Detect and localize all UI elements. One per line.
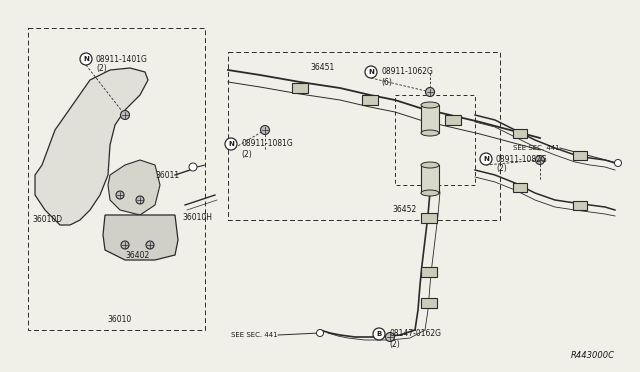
- FancyBboxPatch shape: [362, 95, 378, 105]
- FancyBboxPatch shape: [421, 298, 437, 308]
- FancyBboxPatch shape: [292, 83, 308, 93]
- Circle shape: [426, 87, 435, 96]
- Circle shape: [260, 125, 269, 135]
- Bar: [421, 165, 439, 193]
- Text: 36010D: 36010D: [32, 215, 62, 224]
- Circle shape: [536, 155, 545, 164]
- Polygon shape: [108, 160, 160, 215]
- Text: (2): (2): [96, 64, 107, 74]
- Circle shape: [120, 110, 129, 119]
- Text: 08911-1082G: 08911-1082G: [496, 154, 548, 164]
- Circle shape: [116, 191, 124, 199]
- Bar: [421, 105, 439, 133]
- Circle shape: [373, 328, 385, 340]
- Ellipse shape: [421, 190, 439, 196]
- Circle shape: [385, 333, 394, 341]
- Ellipse shape: [421, 130, 439, 136]
- Circle shape: [121, 241, 129, 249]
- Text: (2): (2): [241, 150, 252, 158]
- Circle shape: [136, 196, 144, 204]
- Text: 08911-1062G: 08911-1062G: [381, 67, 433, 77]
- FancyBboxPatch shape: [421, 267, 437, 277]
- Polygon shape: [103, 215, 178, 260]
- Text: 36010: 36010: [108, 315, 132, 324]
- Text: 36011: 36011: [155, 170, 179, 180]
- Circle shape: [317, 330, 323, 337]
- Text: SEE SEC. 441: SEE SEC. 441: [513, 145, 560, 151]
- Ellipse shape: [421, 162, 439, 168]
- Circle shape: [480, 153, 492, 165]
- Circle shape: [365, 66, 377, 78]
- Text: 08911-1401G: 08911-1401G: [96, 55, 148, 64]
- Text: (2): (2): [389, 340, 400, 349]
- Text: (6): (6): [381, 77, 392, 87]
- Text: B: B: [376, 331, 381, 337]
- FancyBboxPatch shape: [445, 115, 461, 125]
- FancyBboxPatch shape: [573, 201, 587, 210]
- Text: N: N: [368, 69, 374, 75]
- Text: SEE SEC. 441: SEE SEC. 441: [232, 332, 278, 338]
- Text: 36402: 36402: [125, 250, 149, 260]
- Circle shape: [189, 163, 197, 171]
- FancyBboxPatch shape: [513, 129, 527, 138]
- Polygon shape: [35, 68, 148, 225]
- Text: 36452: 36452: [392, 205, 416, 215]
- Text: 36451: 36451: [310, 64, 334, 73]
- Text: N: N: [228, 141, 234, 147]
- Circle shape: [146, 241, 154, 249]
- Text: (2): (2): [496, 164, 507, 173]
- FancyBboxPatch shape: [573, 151, 587, 160]
- Ellipse shape: [421, 102, 439, 108]
- Text: R443000C: R443000C: [571, 351, 615, 360]
- Circle shape: [614, 160, 621, 167]
- Text: 36010H: 36010H: [182, 214, 212, 222]
- Text: 08911-1081G: 08911-1081G: [241, 140, 292, 148]
- FancyBboxPatch shape: [421, 213, 437, 223]
- Circle shape: [225, 138, 237, 150]
- FancyBboxPatch shape: [513, 183, 527, 192]
- Text: N: N: [483, 156, 489, 162]
- Text: 08147-0162G: 08147-0162G: [389, 330, 441, 339]
- Circle shape: [80, 53, 92, 65]
- Text: N: N: [83, 56, 89, 62]
